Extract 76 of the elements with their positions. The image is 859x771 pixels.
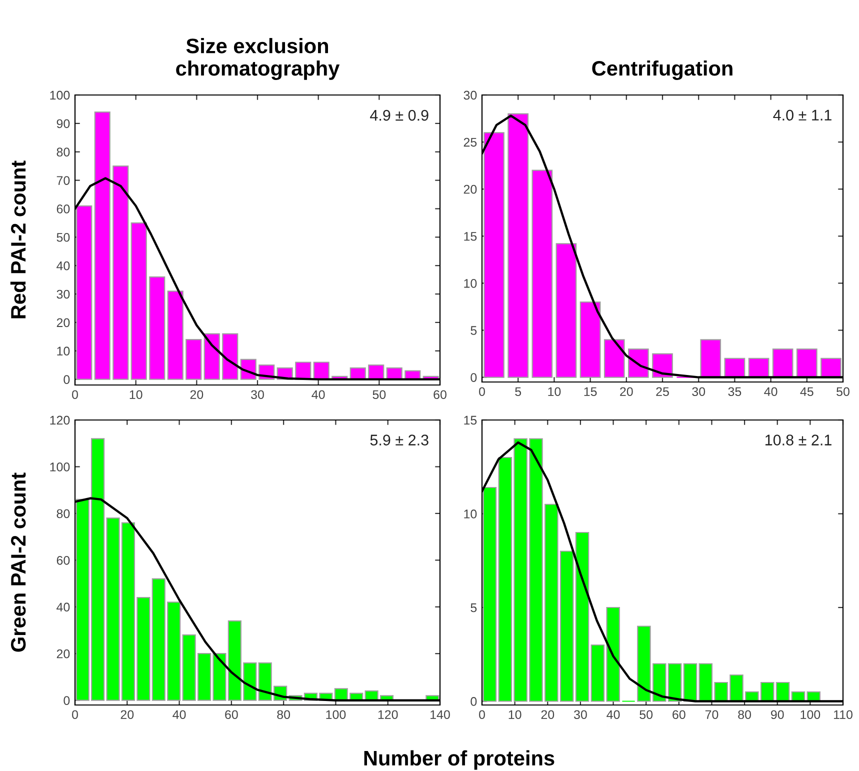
x-tick-label: 40 bbox=[606, 710, 620, 720]
x-tick-label: 40 bbox=[172, 710, 186, 720]
x-tick-label: 50 bbox=[836, 387, 850, 396]
y-tick-label: 0 bbox=[64, 375, 70, 384]
x-tick-label: 0 bbox=[479, 387, 485, 396]
x-tick-label: 15 bbox=[584, 387, 597, 396]
annotation: 5.9 ± 2.3 bbox=[370, 434, 428, 446]
x-tick-label: 30 bbox=[692, 387, 706, 396]
x-tick-label: 140 bbox=[430, 710, 450, 720]
chart-title: Size exclusion chromatography bbox=[176, 38, 340, 80]
y-axis-title: Red PAI-2 count bbox=[10, 160, 26, 318]
text: Number of proteins bbox=[364, 750, 554, 770]
x-tick-label: 80 bbox=[277, 710, 290, 720]
x-tick-label: 5 bbox=[515, 387, 522, 396]
x-tick-label: 120 bbox=[378, 710, 398, 720]
y-tick-label: 60 bbox=[56, 204, 70, 214]
annotation: 4.0 ± 1.1 bbox=[773, 110, 832, 121]
x-tick-label: 20 bbox=[620, 387, 633, 396]
y-tick-label: 10 bbox=[464, 278, 477, 288]
x-tick-label: 0 bbox=[72, 390, 78, 400]
annotation: 10.8 ± 2.1 bbox=[765, 434, 832, 446]
x-tick-label: 10 bbox=[508, 710, 522, 720]
y-tick-label: 30 bbox=[464, 90, 477, 100]
x-tick-label: 60 bbox=[225, 710, 238, 720]
x-tick-label: 10 bbox=[130, 390, 142, 400]
y-tick-label: 10 bbox=[57, 346, 70, 356]
x-tick-label: 70 bbox=[705, 710, 718, 720]
y-tick-label: 20 bbox=[56, 649, 70, 658]
x-tick-label: 50 bbox=[640, 710, 653, 720]
y-tick-label: 80 bbox=[56, 509, 70, 518]
y-tick-label: 15 bbox=[464, 416, 477, 425]
x-tick-label: 110 bbox=[834, 710, 852, 720]
y-tick-label: 20 bbox=[464, 184, 477, 194]
x-tick-label: 20 bbox=[190, 390, 204, 400]
x-tick-label: 25 bbox=[656, 387, 669, 396]
y-tick-label: 0 bbox=[470, 697, 477, 706]
x-tick-label: 40 bbox=[312, 390, 325, 400]
x-tick-label: 60 bbox=[672, 710, 686, 720]
y-tick-label: 5 bbox=[470, 326, 477, 335]
y-tick-label: 50 bbox=[56, 232, 70, 242]
y-tick-label: 80 bbox=[56, 148, 70, 157]
y-tick-label: 30 bbox=[56, 290, 70, 299]
y-tick-label: 15 bbox=[464, 232, 477, 241]
x-tick-label: 30 bbox=[251, 390, 264, 400]
y-tick-label: 70 bbox=[56, 176, 70, 185]
y-tick-label: 40 bbox=[56, 602, 70, 612]
chart-title: Centrifugation bbox=[592, 60, 732, 80]
x-tick-label: 40 bbox=[764, 387, 778, 396]
y-tick-label: 60 bbox=[56, 556, 70, 565]
x-tick-label: 20 bbox=[120, 710, 134, 720]
y-tick-label: 25 bbox=[464, 138, 477, 147]
annotation: 4.9 ± 0.9 bbox=[370, 110, 428, 121]
x-tick-label: 80 bbox=[738, 710, 752, 720]
x-tick-label: 10 bbox=[548, 387, 561, 396]
y-tick-label: 0 bbox=[64, 696, 70, 705]
y-tick-label: 40 bbox=[56, 261, 70, 270]
x-tick-label: 100 bbox=[326, 710, 346, 720]
y-tick-label: 90 bbox=[56, 119, 70, 128]
x-tick-label: 45 bbox=[800, 387, 814, 396]
x-tick-label: 50 bbox=[372, 390, 386, 400]
y-tick-label: 20 bbox=[56, 318, 70, 328]
y-tick-label: 0 bbox=[470, 373, 477, 382]
y-tick-label: 100 bbox=[50, 462, 70, 472]
x-tick-label: 0 bbox=[72, 710, 78, 720]
y-tick-label: 100 bbox=[50, 90, 70, 100]
x-tick-label: 60 bbox=[434, 390, 446, 400]
y-tick-label: 120 bbox=[50, 416, 70, 425]
x-tick-label: 35 bbox=[728, 387, 742, 396]
y-tick-label: 10 bbox=[464, 510, 477, 518]
x-tick-label: 20 bbox=[541, 710, 554, 720]
x-tick-label: 90 bbox=[771, 710, 784, 720]
y-tick-label: 5 bbox=[470, 603, 477, 612]
x-tick-label: 100 bbox=[800, 710, 820, 720]
x-tick-label: 30 bbox=[574, 710, 587, 720]
x-tick-label: 0 bbox=[479, 710, 485, 720]
y-axis-title: Green PAI-2 count bbox=[10, 472, 26, 652]
